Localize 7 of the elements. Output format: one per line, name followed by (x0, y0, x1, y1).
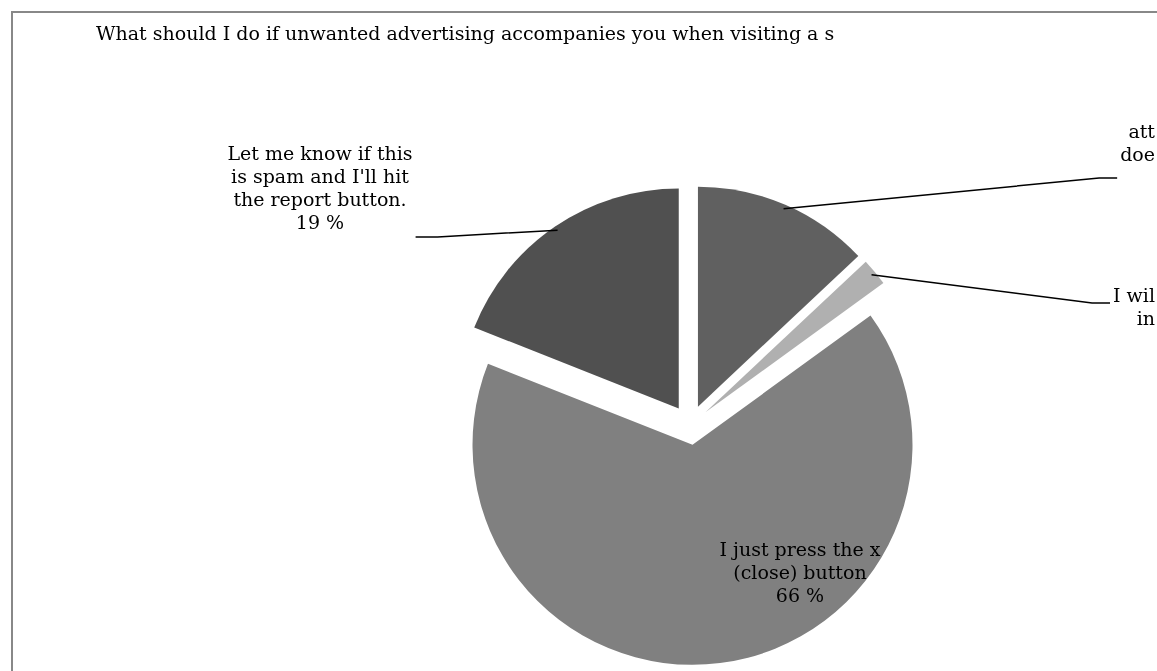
chart-title: What should I do if unwanted advertising accompanies you when visiting a s (96, 22, 835, 44)
slice-label: Let me know if this is spam and I'll hit the report button. (227, 142, 413, 210)
data-label: 66 % (775, 584, 825, 606)
slice-label: att doe (1120, 120, 1156, 165)
slice-label: I just press the x (close) button (719, 538, 881, 583)
slice-label: I wil in (1113, 284, 1155, 329)
data-label: 19 % (295, 211, 345, 233)
